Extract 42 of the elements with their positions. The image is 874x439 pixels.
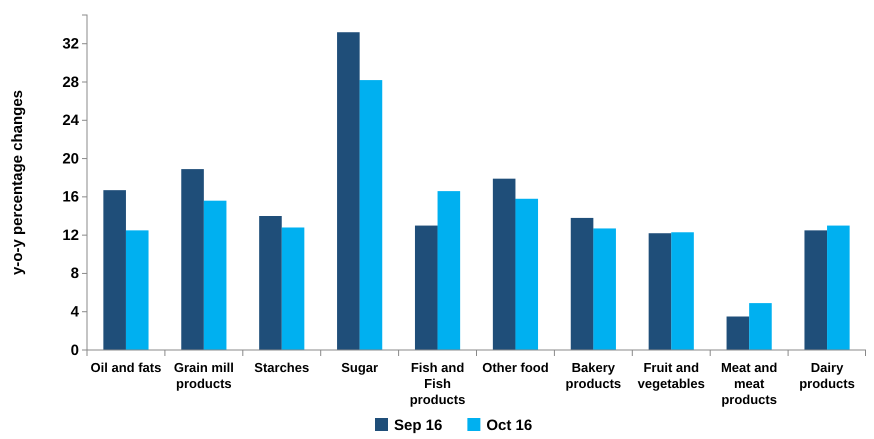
bar bbox=[438, 191, 460, 350]
y-tick-label: 0 bbox=[70, 342, 79, 359]
bar bbox=[414, 226, 438, 350]
x-tick-label: Bakery products bbox=[566, 360, 622, 391]
x-tick-label: Starches bbox=[254, 360, 310, 375]
bar bbox=[726, 316, 750, 350]
bar bbox=[103, 190, 126, 350]
bar bbox=[492, 178, 516, 350]
bar bbox=[648, 233, 672, 350]
bar bbox=[827, 226, 850, 350]
y-tick-label: 12 bbox=[62, 226, 79, 244]
y-tick-label: 16 bbox=[62, 188, 79, 206]
bar bbox=[126, 230, 149, 350]
x-tick-label: Fruit and vegetables bbox=[638, 360, 705, 391]
y-tick-label: 4 bbox=[70, 304, 80, 321]
bar bbox=[181, 169, 204, 350]
x-tick-label: Sugar bbox=[341, 360, 378, 375]
y-tick-label: 20 bbox=[62, 150, 79, 168]
bar bbox=[282, 227, 304, 350]
x-tick-label: Other food bbox=[482, 360, 549, 375]
bar bbox=[749, 303, 772, 350]
y-tick-label: 32 bbox=[62, 36, 79, 53]
y-axis-title: y-o-y percentage changes bbox=[9, 90, 26, 276]
bar bbox=[204, 200, 226, 350]
bar bbox=[259, 216, 282, 350]
legend-label: Oct 16 bbox=[486, 417, 532, 434]
bar bbox=[671, 232, 694, 350]
y-tick-label: 8 bbox=[70, 265, 79, 282]
x-tick-label: Fish and Fish products bbox=[410, 360, 466, 407]
x-tick-label: Oil and fats bbox=[90, 360, 162, 375]
bar bbox=[360, 80, 382, 350]
y-tick-label: 24 bbox=[62, 112, 80, 130]
x-tick-label: Meat and meat products bbox=[720, 360, 778, 407]
x-tick-label: Dairy products bbox=[799, 360, 855, 391]
bar bbox=[337, 32, 360, 350]
bar bbox=[515, 198, 538, 350]
x-tick-label: Grain mill products bbox=[174, 360, 234, 391]
bar bbox=[804, 230, 828, 350]
bar bbox=[570, 218, 594, 350]
legend-label: Sep 16 bbox=[394, 417, 442, 434]
bar bbox=[593, 228, 616, 350]
y-tick-label: 28 bbox=[62, 74, 79, 91]
